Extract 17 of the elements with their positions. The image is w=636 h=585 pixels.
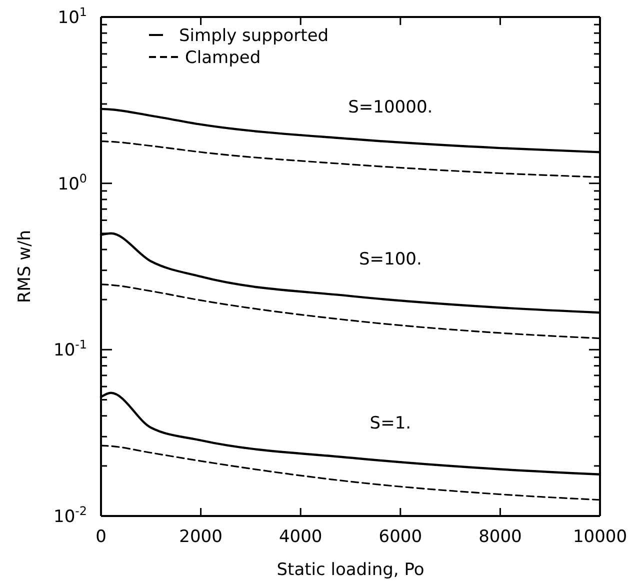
x-tick-label: 8000 (478, 527, 522, 547)
x-tick-label: 2000 (179, 527, 222, 547)
x-tick-label: 0 (96, 527, 106, 547)
legend-label: Clamped (185, 48, 261, 68)
y-axis-title: RMS w/h (15, 230, 35, 304)
y-tick-label: 10$^{0}$ (58, 171, 87, 194)
y-tick-label: 10$^{-1}$ (54, 338, 87, 361)
annotation: S=100. (358, 250, 422, 270)
annotation: S=10000. (348, 97, 433, 118)
x-tick-label: 10000 (572, 527, 628, 547)
y-tick-label: 10$^{1}$ (58, 5, 87, 28)
x-tick-label: 4000 (278, 527, 322, 547)
legend-label: Simply supported (179, 26, 329, 46)
x-tick-label: 6000 (378, 527, 422, 547)
y-tick-label: 10$^{-2}$ (54, 504, 87, 527)
x-axis-title: Static loading, Po (276, 560, 424, 580)
annotation: S=1. (370, 413, 412, 434)
